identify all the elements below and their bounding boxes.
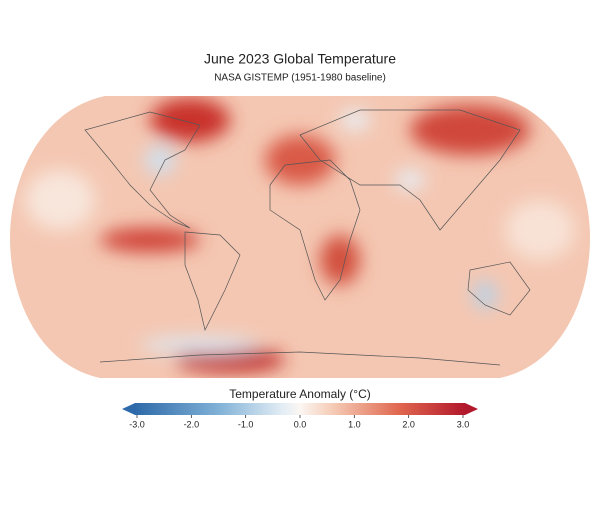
colorbar-tick-label: -2.0 [184,419,200,429]
colorbar-low-arrow [122,403,135,415]
colorbar-tick-label: 1.0 [348,419,361,429]
colorbar-tick-label: -3.0 [129,419,145,429]
colorbar-tick-label: 0.0 [294,419,307,429]
colorbar-tick-label: 2.0 [402,419,415,429]
temperature-map [10,96,590,378]
colorbar [122,403,478,415]
subtitle: NASA GISTEMP (1951-1980 baseline) [214,73,386,84]
colorbar-high-arrow [465,403,478,415]
colorbar-gradient [135,403,465,415]
colorbar-tick-label: 3.0 [457,419,470,429]
colorbar-tick-label: -1.0 [238,419,254,429]
colorbar-label: Temperature Anomaly (°C) [229,387,371,401]
title: June 2023 Global Temperature [204,51,396,67]
